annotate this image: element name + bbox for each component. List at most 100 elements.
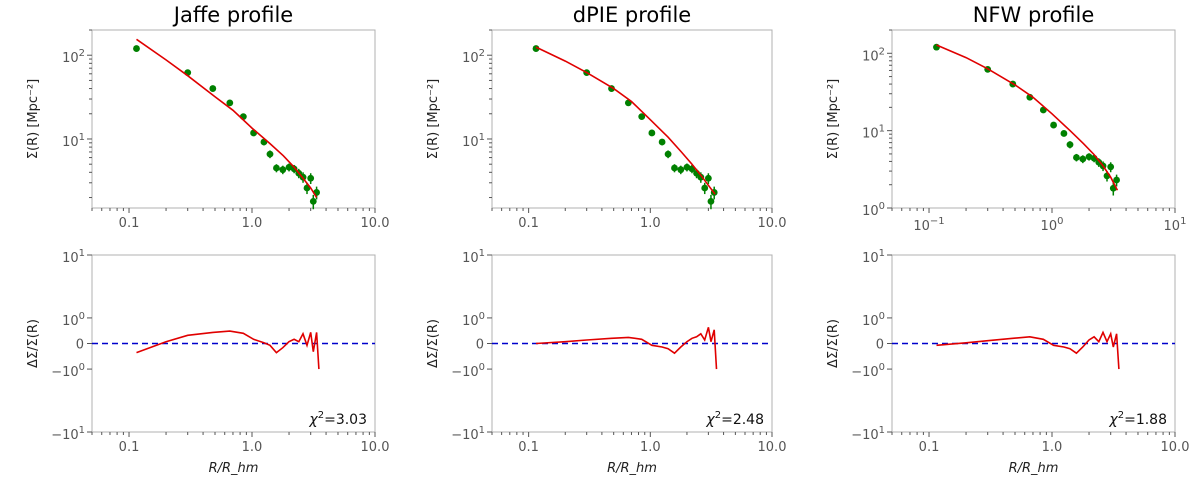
x-tick-label: 10.0: [361, 440, 390, 455]
y-axis-label: ΔΣ/Σ(R): [426, 319, 441, 368]
y-tick-label: 0: [476, 338, 484, 353]
data-point: [1060, 130, 1068, 137]
data-point: [226, 99, 234, 107]
chi-squared-value: 2.48: [733, 412, 764, 428]
panel-title: dPIE profile: [573, 3, 691, 27]
plot-frame: [891, 29, 1176, 209]
y-tick-label: 101: [862, 248, 885, 266]
model-fit-line: [136, 330, 320, 370]
x-axis-label: R/R_hm: [209, 461, 259, 476]
plot-frame: [91, 29, 376, 209]
data-point: [933, 43, 940, 51]
data-point: [1107, 163, 1115, 171]
x-tick-label: 0.1: [518, 440, 539, 455]
y-tick-label: 0: [876, 338, 884, 353]
panel-6: 0.1 1.0 10.0 101 100 0 −100 −101 ΔΣ/Σ(R) R/R_hm χ2…: [826, 248, 1189, 476]
x-tick-label: 10.0: [1161, 440, 1190, 455]
y-tick-label: 102: [862, 46, 885, 64]
y-tick-label: −101: [451, 425, 485, 443]
panel-1: Jaffe profile 0.1 1.0 10.0 101 102 Σ(R) [Mpc⁻²…: [26, 3, 389, 231]
data-point: [309, 197, 317, 205]
x-tick-label: 0.1: [919, 440, 940, 455]
data-point: [677, 166, 685, 174]
chi-squared-label: χ2=3.03: [308, 410, 367, 428]
x-tick-label: 101: [1164, 216, 1187, 234]
panel-4: 0.1 1.0 10.0 101 100 0 −100 −101 ΔΣ/Σ(R) R/R_hm χ2…: [26, 248, 389, 476]
model-fit-line: [936, 330, 1120, 370]
data-point: [1073, 154, 1080, 161]
chi-squared-value: 1.88: [1136, 412, 1167, 428]
x-tick-label: 1.0: [242, 216, 263, 231]
y-tick-label: 101: [462, 132, 485, 150]
chi-squared-label: χ2=2.48: [705, 410, 764, 428]
data-point: [701, 184, 709, 192]
y-tick-label: 100: [62, 311, 85, 329]
y-axis-label: ΔΣ/Σ(R): [826, 319, 841, 368]
panel-2: dPIE profile 0.1 1.0 10.0 101 102 Σ(R) [Mpc⁻²]: [426, 3, 786, 231]
data-point: [532, 45, 540, 52]
x-tick-label: 0.1: [119, 216, 140, 231]
data-point: [1050, 121, 1057, 129]
y-tick-label: −100: [451, 362, 485, 380]
data-point: [133, 45, 140, 52]
chi-squared-value: 3.03: [336, 412, 367, 428]
data-point: [1113, 176, 1120, 184]
data-point: [697, 173, 705, 181]
y-tick-label: −100: [851, 362, 885, 380]
y-tick-label: −101: [51, 425, 85, 443]
y-tick-label: 101: [462, 248, 485, 266]
y-tick-label: 100: [462, 311, 485, 329]
x-tick-label: 100: [1041, 216, 1064, 234]
x-tick-label: 1.0: [640, 216, 661, 231]
x-tick-label: 0.1: [119, 440, 140, 455]
data-point: [671, 164, 678, 172]
y-axis-label: ΔΣ/Σ(R): [26, 319, 41, 368]
panel-5: 0.1 1.0 10.0 101 100 0 −100 −101 ΔΣ/Σ(R) R/R_hm χ2…: [426, 248, 786, 476]
model-fit-line: [535, 46, 716, 195]
panel-title: Jaffe profile: [172, 3, 293, 27]
data-point: [266, 150, 274, 158]
y-tick-label: 101: [862, 124, 885, 142]
data-point: [638, 113, 646, 121]
data-point: [1079, 155, 1087, 163]
data-point: [279, 166, 287, 174]
data-point: [664, 150, 672, 158]
y-tick-label: −101: [851, 425, 885, 443]
panel-3: NFW profile 10−1 100 101 100 101 102 Σ(R) [Mpc⁻…: [826, 3, 1186, 234]
y-tick-label: 102: [462, 48, 485, 66]
y-tick-label: 102: [62, 48, 85, 66]
x-tick-label: 10.0: [758, 440, 787, 455]
model-fit-line: [535, 327, 718, 370]
data-point: [307, 174, 315, 182]
x-axis-label: R/R_hm: [607, 461, 657, 476]
model-fit-line: [936, 44, 1119, 191]
y-tick-label: 100: [862, 201, 885, 219]
x-tick-label: 10−1: [913, 216, 944, 234]
model-fit-line: [136, 38, 318, 198]
y-axis-label: Σ(R) [Mpc⁻²]: [826, 79, 841, 159]
chi-squared-label: χ2=1.88: [1108, 410, 1167, 428]
x-axis-label: R/R_hm: [1009, 461, 1059, 476]
y-tick-label: 0: [76, 338, 84, 353]
data-point: [209, 85, 217, 92]
data-point: [704, 174, 712, 182]
data-point: [648, 129, 656, 137]
y-tick-label: 100: [862, 311, 885, 329]
x-tick-label: 1.0: [1042, 440, 1063, 455]
y-axis-label: Σ(R) [Mpc⁻²]: [426, 79, 441, 159]
x-tick-label: 10.0: [758, 216, 787, 231]
x-tick-label: 1.0: [242, 440, 263, 455]
data-point: [658, 138, 666, 146]
x-tick-label: 10.0: [361, 216, 390, 231]
data-point: [273, 164, 280, 172]
y-tick-label: 101: [62, 132, 85, 150]
panel-title: NFW profile: [973, 3, 1095, 27]
y-tick-label: −100: [51, 362, 85, 380]
y-axis-label: Σ(R) [Mpc⁻²]: [26, 79, 41, 159]
y-tick-label: 101: [62, 248, 85, 266]
data-point: [1066, 141, 1074, 149]
data-point: [707, 197, 715, 205]
x-tick-label: 0.1: [518, 216, 539, 231]
plot-frame: [491, 29, 773, 209]
